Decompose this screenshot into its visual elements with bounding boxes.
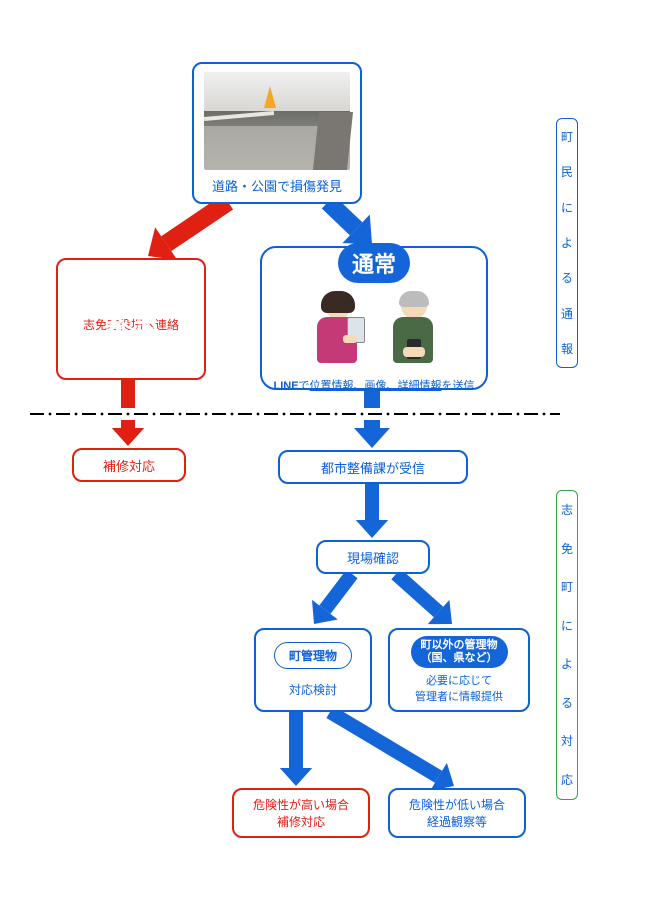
other-mgmt-pill: 町以外の管理物 （国、県など） — [411, 636, 508, 667]
discover-caption: 道路・公園で損傷発見 — [212, 176, 342, 195]
high-risk-line2: 補修対応 — [277, 813, 325, 830]
confirm-text: 現場確認 — [347, 548, 399, 567]
low-risk-node: 危険性が低い場合 経過観察等 — [388, 788, 526, 838]
normal-line: LINEで位置情報、画像、詳細情報を送信 — [273, 377, 474, 393]
normal-pill: 通常 — [338, 243, 410, 283]
town-response-label: 志免町による対応 — [556, 490, 578, 800]
emergency-burst-icon: 緊急 — [76, 283, 186, 355]
cone-icon — [264, 86, 276, 108]
repair-node: 補修対応 — [72, 448, 186, 482]
other-mgmt-sub2: 管理者に情報提供 — [415, 688, 503, 704]
town-management-node: 町管理物 対応検討 — [254, 628, 372, 712]
emergency-burst-text: 緊急 — [103, 299, 159, 339]
low-risk-line2: 経過観察等 — [427, 813, 487, 830]
repair-text: 補修対応 — [103, 456, 155, 475]
emergency-node: 緊急 志免町役場へ連絡 — [56, 258, 206, 380]
low-risk-line1: 危険性が低い場合 — [409, 796, 505, 813]
confirm-node: 現場確認 — [316, 540, 430, 574]
discover-node: 道路・公園で損傷発見 — [192, 62, 362, 204]
town-mgmt-sub: 対応検討 — [289, 681, 337, 698]
high-risk-line1: 危険性が高い場合 — [253, 796, 349, 813]
woman-with-phone-icon — [307, 291, 365, 371]
town-mgmt-pill: 町管理物 — [274, 642, 352, 669]
man-with-phone-icon — [383, 291, 441, 371]
receive-text: 都市整備課が受信 — [321, 458, 425, 477]
other-mgmt-sub1: 必要に応じて — [426, 672, 492, 688]
citizen-report-label: 町民による通報 — [556, 118, 578, 368]
line-prefix: LINE — [273, 380, 298, 392]
receive-node: 都市整備課が受信 — [278, 450, 468, 484]
other-management-node: 町以外の管理物 （国、県など） 必要に応じて 管理者に情報提供 — [388, 628, 530, 712]
road-damage-photo — [204, 72, 350, 170]
high-risk-node: 危険性が高い場合 補修対応 — [232, 788, 370, 838]
normal-node: 通常 LINEで位置情報、画像、詳細情報を送信 — [260, 246, 488, 390]
